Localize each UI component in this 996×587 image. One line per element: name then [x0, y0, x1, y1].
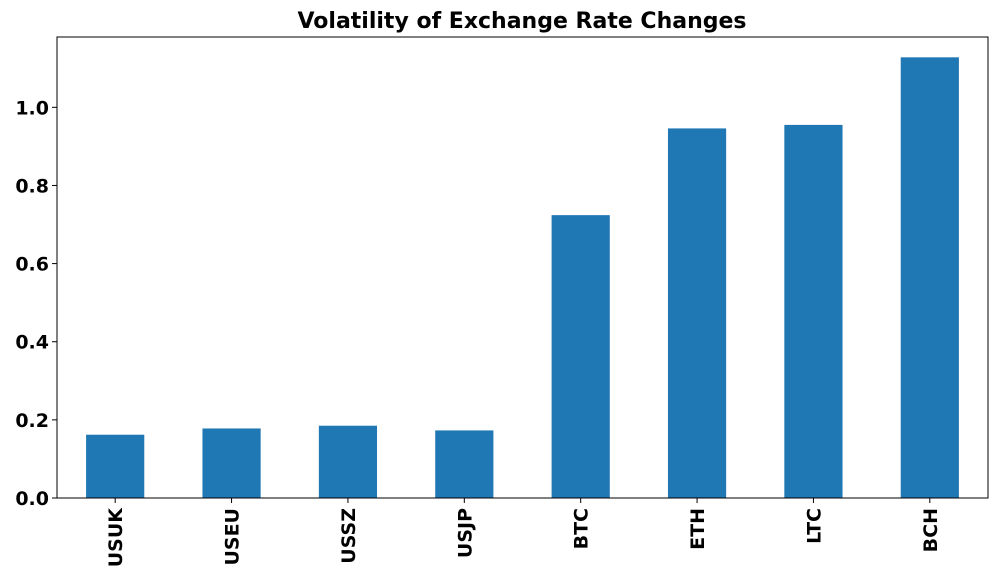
x-tick-label: ETH — [687, 508, 709, 550]
bar-ltc — [784, 124, 843, 499]
x-tick-label: USJP — [454, 508, 476, 558]
y-tick-label: 0.6 — [15, 254, 49, 276]
x-tick-label: USEU — [222, 508, 244, 566]
chart-title: Volatility of Exchange Rate Changes — [297, 9, 746, 34]
y-tick-label: 0.2 — [15, 410, 49, 432]
plot-frame — [56, 36, 989, 499]
x-tick-label: LTC — [803, 508, 825, 544]
bar-btc — [551, 215, 610, 498]
bar-useu — [202, 428, 261, 498]
bar-usuk — [86, 434, 145, 498]
x-axis: USUK USEU USSZ USJP BTC ETH LTC BCH — [105, 498, 942, 567]
x-tick-label: BTC — [571, 508, 593, 549]
y-tick-label: 1.0 — [15, 97, 49, 119]
x-tick-label: BCH — [920, 508, 942, 552]
bars-group — [86, 57, 959, 499]
bar-usjp — [435, 430, 494, 498]
y-axis: 0.0 0.2 0.4 0.6 0.8 1.0 — [15, 97, 57, 510]
y-tick-label: 0.4 — [15, 332, 49, 354]
bar-bch — [900, 57, 959, 499]
bar-ussz — [318, 425, 378, 498]
bar-eth — [667, 128, 727, 498]
x-tick-label: USUK — [105, 507, 127, 568]
y-tick-label: 0.8 — [15, 175, 49, 197]
x-tick-label: USSZ — [338, 508, 360, 564]
y-tick-label: 0.0 — [15, 488, 49, 510]
